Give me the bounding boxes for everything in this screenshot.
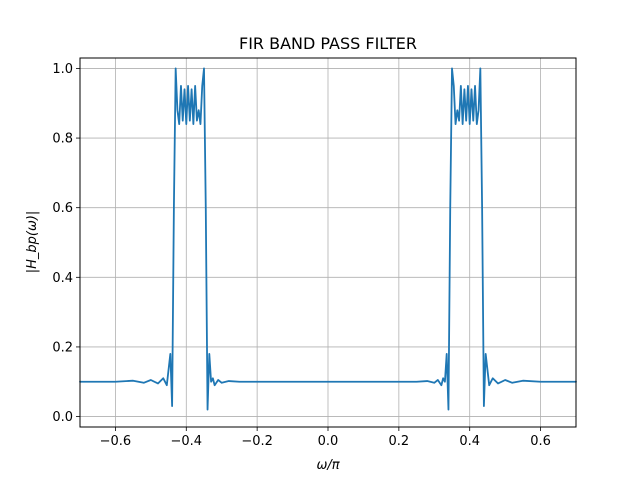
x-tick-label: 0.4 <box>459 434 480 449</box>
y-axis-label: |H_bp(ω)| <box>25 211 40 274</box>
x-tick-label: −0.2 <box>241 434 273 449</box>
x-tick-label: −0.6 <box>100 434 132 449</box>
y-tick-label: 0.4 <box>52 271 73 286</box>
x-tick-label: −0.4 <box>170 434 202 449</box>
y-tick-label: 0.6 <box>52 201 73 216</box>
magnitude-response-line <box>79 67 577 411</box>
y-tick-label: 1.0 <box>52 62 73 77</box>
x-ticks: −0.6 −0.4 −0.2 0.0 0.2 0.4 0.6 <box>100 427 551 449</box>
x-tick-label: 0.0 <box>318 434 339 449</box>
y-tick-label: 0.8 <box>52 132 73 147</box>
x-tick-label: 0.6 <box>530 434 551 449</box>
curve-layer <box>79 67 577 411</box>
x-axis-label: ω/π <box>316 458 339 473</box>
x-tick-label: 0.2 <box>389 434 410 449</box>
y-ticks: 0.0 0.2 0.4 0.6 0.8 1.0 <box>52 62 80 425</box>
y-tick-label: 0.0 <box>52 410 73 425</box>
y-tick-label: 0.2 <box>52 340 73 355</box>
chart-title: FIR BAND PASS FILTER <box>239 34 417 53</box>
